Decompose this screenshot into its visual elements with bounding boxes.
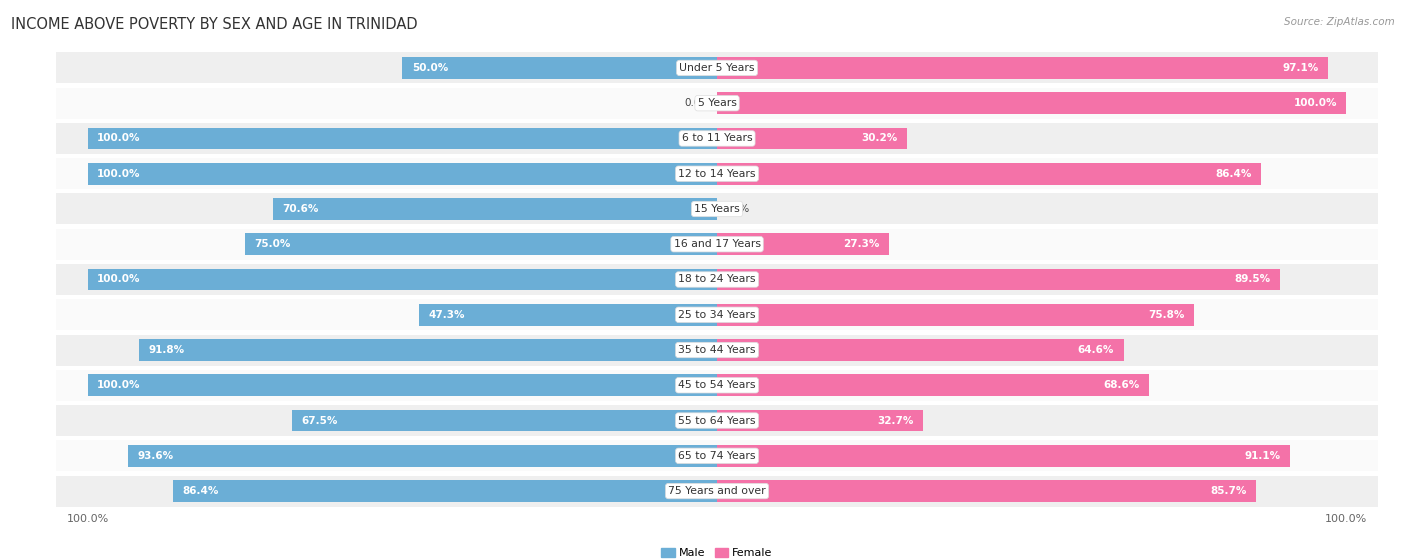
- Text: 75.0%: 75.0%: [254, 239, 291, 249]
- Text: 18 to 24 Years: 18 to 24 Years: [678, 274, 756, 285]
- Bar: [717, 375, 1149, 396]
- Bar: [87, 163, 717, 184]
- Bar: [56, 53, 1378, 83]
- Text: 35 to 44 Years: 35 to 44 Years: [678, 345, 756, 355]
- Bar: [56, 123, 1378, 154]
- Text: 47.3%: 47.3%: [429, 310, 465, 320]
- Text: 91.1%: 91.1%: [1244, 451, 1281, 461]
- Text: 93.6%: 93.6%: [138, 451, 173, 461]
- Bar: [717, 92, 1347, 114]
- Text: 30.2%: 30.2%: [862, 134, 897, 144]
- Text: 50.0%: 50.0%: [412, 63, 449, 73]
- Bar: [87, 375, 717, 396]
- Bar: [717, 57, 1329, 79]
- Bar: [717, 480, 1257, 502]
- Bar: [56, 158, 1378, 190]
- Bar: [56, 88, 1378, 119]
- Text: 100.0%: 100.0%: [97, 134, 141, 144]
- Bar: [245, 233, 717, 255]
- Text: 64.6%: 64.6%: [1078, 345, 1114, 355]
- Text: 70.6%: 70.6%: [283, 204, 319, 214]
- Bar: [87, 268, 717, 291]
- Bar: [419, 304, 717, 326]
- Text: 16 and 17 Years: 16 and 17 Years: [673, 239, 761, 249]
- Text: 45 to 54 Years: 45 to 54 Years: [678, 380, 756, 390]
- Bar: [717, 163, 1261, 184]
- Bar: [717, 268, 1281, 291]
- Bar: [56, 264, 1378, 295]
- Bar: [717, 127, 907, 149]
- Text: 25 to 34 Years: 25 to 34 Years: [678, 310, 756, 320]
- Text: INCOME ABOVE POVERTY BY SEX AND AGE IN TRINIDAD: INCOME ABOVE POVERTY BY SEX AND AGE IN T…: [11, 17, 418, 32]
- Bar: [717, 410, 922, 432]
- Bar: [717, 339, 1123, 361]
- Text: 75.8%: 75.8%: [1149, 310, 1185, 320]
- Text: 0.0%: 0.0%: [685, 98, 711, 108]
- Text: 32.7%: 32.7%: [877, 415, 914, 425]
- Bar: [128, 445, 717, 467]
- Text: 5 Years: 5 Years: [697, 98, 737, 108]
- Bar: [56, 476, 1378, 506]
- Text: 100.0%: 100.0%: [1294, 98, 1337, 108]
- Text: 86.4%: 86.4%: [1215, 169, 1251, 179]
- Bar: [402, 57, 717, 79]
- Bar: [173, 480, 717, 502]
- Bar: [717, 445, 1291, 467]
- Text: 91.8%: 91.8%: [149, 345, 184, 355]
- Text: Under 5 Years: Under 5 Years: [679, 63, 755, 73]
- Text: Source: ZipAtlas.com: Source: ZipAtlas.com: [1284, 17, 1395, 27]
- Text: 12 to 14 Years: 12 to 14 Years: [678, 169, 756, 179]
- Bar: [717, 233, 889, 255]
- Text: 67.5%: 67.5%: [302, 415, 337, 425]
- Legend: Male, Female: Male, Female: [657, 543, 778, 559]
- Text: 97.1%: 97.1%: [1282, 63, 1319, 73]
- Bar: [717, 304, 1194, 326]
- Bar: [139, 339, 717, 361]
- Text: 68.6%: 68.6%: [1104, 380, 1139, 390]
- Text: 65 to 74 Years: 65 to 74 Years: [678, 451, 756, 461]
- Bar: [273, 198, 717, 220]
- Bar: [56, 369, 1378, 401]
- Text: 100.0%: 100.0%: [97, 274, 141, 285]
- Bar: [56, 334, 1378, 366]
- Bar: [292, 410, 717, 432]
- Text: 86.4%: 86.4%: [183, 486, 219, 496]
- Bar: [56, 405, 1378, 436]
- Bar: [56, 229, 1378, 260]
- Text: 27.3%: 27.3%: [844, 239, 879, 249]
- Bar: [56, 299, 1378, 330]
- Text: 0.0%: 0.0%: [723, 204, 749, 214]
- Text: 89.5%: 89.5%: [1234, 274, 1271, 285]
- Text: 100.0%: 100.0%: [97, 380, 141, 390]
- Text: 6 to 11 Years: 6 to 11 Years: [682, 134, 752, 144]
- Bar: [56, 440, 1378, 471]
- Text: 100.0%: 100.0%: [97, 169, 141, 179]
- Text: 85.7%: 85.7%: [1211, 486, 1247, 496]
- Bar: [87, 127, 717, 149]
- Bar: [56, 193, 1378, 225]
- Text: 15 Years: 15 Years: [695, 204, 740, 214]
- Text: 75 Years and over: 75 Years and over: [668, 486, 766, 496]
- Text: 55 to 64 Years: 55 to 64 Years: [678, 415, 756, 425]
